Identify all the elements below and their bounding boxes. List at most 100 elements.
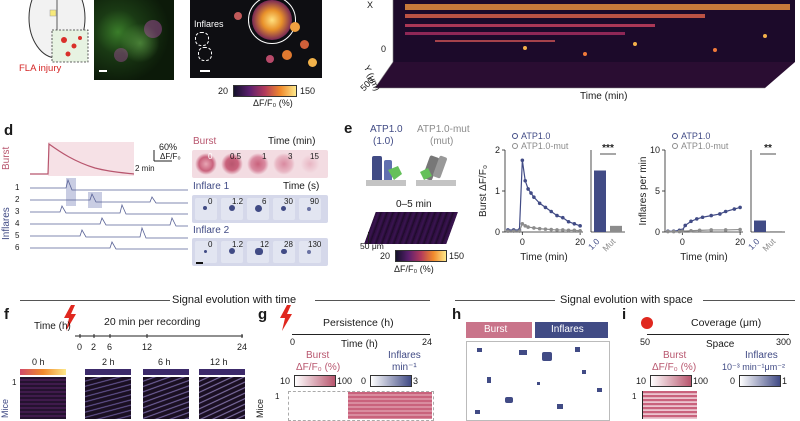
h-inflares-label: Inflares <box>551 324 584 335</box>
data-point <box>671 229 676 234</box>
data-point <box>537 226 542 231</box>
f-frame-12h: 12 h <box>210 357 228 367</box>
x-tick-label: 0 <box>680 237 685 247</box>
data-point <box>738 205 742 210</box>
h-burst-tab <box>466 322 532 338</box>
f-per-recording: 20 min per recording <box>104 316 201 328</box>
f-frame-bar-12h <box>199 369 245 375</box>
e-cbar-unit: ΔF/F₀ (%) <box>394 264 434 274</box>
g-heatmap <box>348 392 432 419</box>
data-point <box>700 215 705 220</box>
inflare2-spot <box>255 248 263 255</box>
burst-frame <box>195 153 217 175</box>
d-scale-df: ΔF/F₀ <box>160 152 181 161</box>
top-colorbar <box>233 85 297 97</box>
inflare2-spot <box>307 250 311 254</box>
f-tick: 24 <box>237 342 248 352</box>
inflare2-scale <box>196 262 203 264</box>
axis-y-tick-0: 0 <box>381 44 387 54</box>
legend-marker <box>672 133 678 139</box>
f-raster-12h <box>199 377 245 419</box>
g-axis <box>292 334 430 335</box>
data-point <box>723 209 728 214</box>
burst-frame <box>273 153 295 175</box>
panel-g-label: g <box>258 306 268 323</box>
atp-sub: (1.0) <box>373 136 394 147</box>
burst-frames-title: Burst <box>193 136 217 147</box>
data-point <box>520 222 525 226</box>
inflare2-tick: 28 <box>284 240 293 249</box>
data-point <box>520 158 525 163</box>
d-scale-pct: 60% <box>159 142 178 152</box>
top-cbar-unit: ΔF/F₀ (%) <box>253 98 293 108</box>
y-axis-label: Burst ΔF/F₀ <box>478 165 489 217</box>
data-point <box>526 225 530 229</box>
i-burst: Burst <box>663 350 687 361</box>
significance-label: *** <box>602 143 614 154</box>
panel-i-label: i <box>622 306 627 323</box>
h-burst-label: Burst <box>484 324 508 335</box>
f-frame-0h: 0 h <box>32 357 45 367</box>
data-point <box>532 195 536 199</box>
h-map <box>466 341 610 421</box>
burst-frame <box>221 153 243 175</box>
y-axis-label: Inflares per min <box>638 157 649 226</box>
data-point <box>517 229 522 233</box>
e-window: 0–5 min <box>396 199 432 210</box>
panel-h-label: h <box>452 306 462 323</box>
series-line <box>667 206 741 232</box>
legend-entry: ATP1.0-mut <box>681 141 729 151</box>
inflare2-tick: 1.2 <box>232 240 244 249</box>
d-scale-bar <box>153 150 172 162</box>
data-point <box>578 224 582 228</box>
i-coverage: Coverage (μm) <box>691 317 762 329</box>
e-cbar-min: 20 <box>380 251 391 261</box>
inflare2-title: Inflare 2 <box>193 225 230 236</box>
data-point <box>526 187 530 191</box>
g-cb1-min: 10 <box>280 376 291 386</box>
d-burst-side-label: Burst <box>1 146 12 170</box>
data-point <box>694 217 699 221</box>
time-section-title: Signal evolution with time <box>172 294 297 306</box>
i-inflares-unit: 10⁻³ min⁻¹μm⁻² <box>722 362 785 372</box>
g-cb2-max: 3 <box>413 376 419 386</box>
burst-frames-time: Time (min) <box>268 136 316 147</box>
legend-marker <box>672 143 678 149</box>
data-point <box>709 228 714 232</box>
bar-category-label: 1.0 <box>746 236 762 252</box>
bar-category-label: 1.0 <box>586 236 602 252</box>
f-lightning-icon <box>64 305 76 331</box>
mouse-brain-schematic <box>28 0 89 63</box>
bar-category-label: Mut <box>600 236 618 254</box>
data-point <box>511 229 516 233</box>
f-tick: 12 <box>142 342 153 352</box>
data-point <box>560 215 565 220</box>
y-tick-label: 0 <box>655 227 660 237</box>
data-point <box>683 223 688 228</box>
d-row-5: 5 <box>15 231 20 240</box>
inflare1-tick: 90 <box>310 197 319 206</box>
e-scale-bar <box>368 232 369 244</box>
inflare1-spot <box>281 206 286 211</box>
x-tick-label: 20 <box>575 237 585 247</box>
bar <box>594 170 606 232</box>
e-cbar-max: 150 <box>449 251 465 261</box>
inflare1-spot <box>203 206 207 210</box>
bar-category-label: Mut <box>760 236 778 254</box>
g-colorbar-burst <box>294 375 336 387</box>
f-raster-0h <box>20 377 66 419</box>
g-persistence: Persistence (h) <box>323 317 394 329</box>
g-tick-0: 0 <box>290 337 296 347</box>
i-colorbar-inflares <box>739 375 781 387</box>
data-point <box>680 229 685 233</box>
data-point <box>738 227 742 232</box>
i-heatmap <box>643 391 697 419</box>
i-origin-dot <box>641 317 653 329</box>
data-point <box>566 219 571 224</box>
d-row-3: 3 <box>15 207 20 216</box>
h-inflares-tab <box>535 322 608 338</box>
burst-tick: 0.5 <box>230 152 242 161</box>
axis-time-label: Time (min) <box>580 91 628 102</box>
inflare2-spot <box>204 250 207 253</box>
i-tick-50: 50 <box>640 337 651 347</box>
